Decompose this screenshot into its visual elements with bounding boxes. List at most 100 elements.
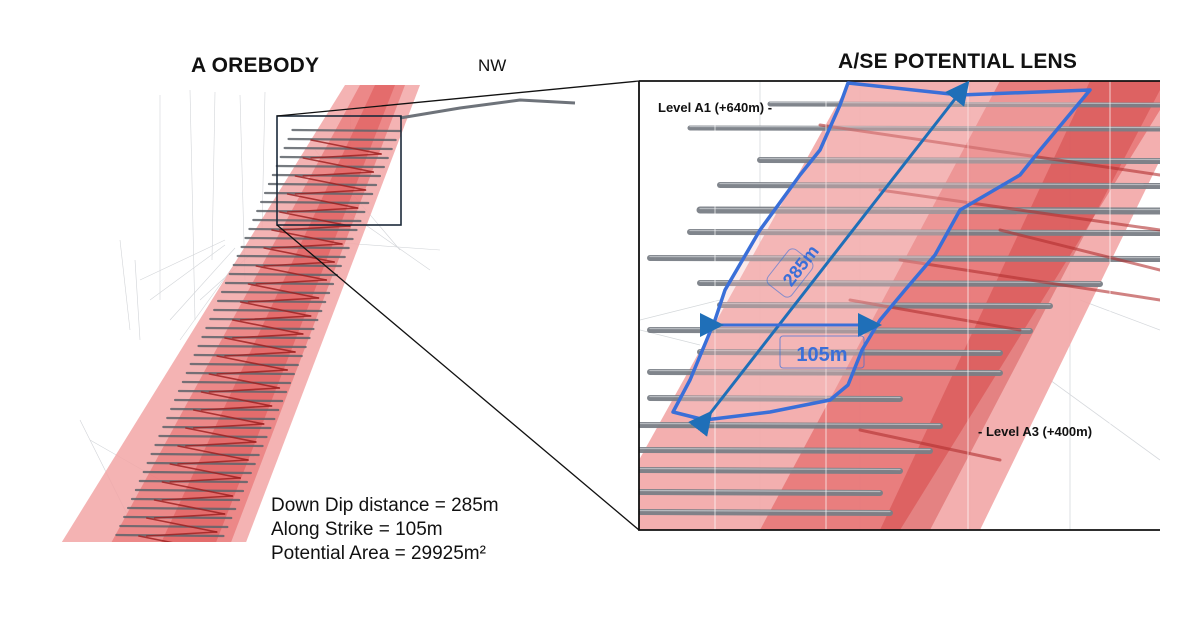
drillhole-left xyxy=(112,544,219,545)
intersection-left xyxy=(294,175,367,191)
intersection-left xyxy=(263,247,335,263)
orebody-band-left xyxy=(61,85,420,542)
strike-label-box xyxy=(779,335,865,369)
drillhole-right xyxy=(639,422,943,429)
intersection-left xyxy=(294,189,367,195)
drillhole-left xyxy=(236,254,346,259)
potential-area: Potential Area = 29925m² xyxy=(271,543,486,564)
drillhole-left xyxy=(240,245,350,250)
drillhole-highlight xyxy=(639,467,901,471)
drillhole-left xyxy=(154,443,264,448)
drillhole-left xyxy=(170,407,280,412)
drillhole-left xyxy=(213,308,323,313)
intersection-left xyxy=(138,535,173,542)
drillhole-left xyxy=(181,380,292,385)
intersection-left xyxy=(145,531,218,537)
drillhole-left xyxy=(173,398,284,403)
drillhole-left xyxy=(177,389,288,394)
drillhole-left xyxy=(142,470,252,475)
intersection-left xyxy=(247,283,320,299)
drillhole-highlight xyxy=(639,509,891,513)
intersection-left xyxy=(286,207,359,213)
strike-distance-label: 105m xyxy=(796,344,847,366)
intersection-left xyxy=(208,387,281,393)
drillhole-left xyxy=(267,182,378,187)
intersection-left xyxy=(302,157,375,173)
intersection-left xyxy=(161,495,234,501)
intersection-left xyxy=(255,265,328,281)
level-a3-label: - Level A3 (+400m) xyxy=(978,424,1093,439)
intersection-left xyxy=(192,409,265,425)
drillhole-left xyxy=(263,191,374,196)
orebody-title: A OREBODY xyxy=(191,54,320,77)
drillholes-left xyxy=(112,128,401,554)
drillhole-left xyxy=(119,524,229,529)
drillhole-top-extension xyxy=(399,98,576,120)
intersection-left xyxy=(153,513,226,519)
drillhole-left xyxy=(228,272,339,277)
dip-dimension-arrow xyxy=(688,80,970,437)
drillhole-left xyxy=(134,488,245,493)
intersection-left xyxy=(153,499,226,515)
intersection-left xyxy=(216,355,288,371)
drillhole-left xyxy=(224,281,335,286)
direction-label: NW xyxy=(478,56,507,75)
intersection-left xyxy=(239,301,312,317)
intersection-left xyxy=(271,229,343,245)
intersection-left xyxy=(239,315,312,321)
drillhole-left xyxy=(287,137,397,142)
zoom-connector-bottom xyxy=(276,224,640,531)
intersection-left xyxy=(278,211,351,227)
drillhole-highlight xyxy=(639,447,931,451)
drillhole-left xyxy=(185,371,295,376)
intersection-left xyxy=(216,369,288,375)
drillhole-left xyxy=(279,155,389,160)
drillhole-left xyxy=(260,200,370,205)
drillhole-left xyxy=(166,416,276,421)
down-dip-distance: Down Dip distance = 285m xyxy=(271,495,499,516)
intersection-left xyxy=(139,550,209,554)
drillhole-left xyxy=(291,128,401,133)
intersection-right xyxy=(998,228,1160,272)
drillhole-right xyxy=(639,489,883,496)
drillhole-left xyxy=(162,425,272,430)
along-strike: Along Strike = 105m xyxy=(271,519,443,540)
intersection-left xyxy=(232,319,304,335)
intersection-left xyxy=(302,171,375,177)
drillhole-left xyxy=(158,434,268,439)
intersection-left xyxy=(185,427,257,443)
intersection-left xyxy=(224,337,296,353)
stats-block: Down Dip distance = 285m Along Strike = … xyxy=(271,494,499,566)
drillhole-left xyxy=(271,173,382,178)
drillhole-highlight xyxy=(639,489,881,493)
drillhole-right xyxy=(639,467,903,474)
drillhole-right xyxy=(639,447,933,454)
zoom-region-box xyxy=(276,115,402,226)
drillhole-right xyxy=(639,509,893,516)
intersection-left xyxy=(169,477,242,483)
dip-label-box xyxy=(766,248,814,298)
zoom-connector-top xyxy=(276,80,640,117)
drillhole-left xyxy=(193,353,303,358)
drillhole-left xyxy=(283,146,393,151)
drillhole-left xyxy=(189,362,299,367)
intersection-left xyxy=(271,243,343,249)
drillhole-left xyxy=(146,461,256,466)
intersection-left xyxy=(255,279,328,285)
drillhole-left xyxy=(244,236,354,241)
drillhole-left xyxy=(138,479,249,484)
drillhole-left xyxy=(123,515,233,520)
drillhole-left xyxy=(197,344,307,349)
drillhole-left xyxy=(126,506,237,511)
level-a1-label: Level A1 (+640m) - xyxy=(658,100,773,115)
intersection-left xyxy=(278,225,351,231)
intersection-left xyxy=(177,459,249,465)
drillhole-left xyxy=(220,290,331,295)
lens-title: A/SE POTENTIAL LENS xyxy=(838,50,1078,73)
drillhole-left xyxy=(150,452,260,457)
drillhole-left xyxy=(232,263,342,268)
intersection-left xyxy=(232,333,304,339)
intersection-left xyxy=(192,423,265,429)
intersection-left xyxy=(224,351,296,357)
